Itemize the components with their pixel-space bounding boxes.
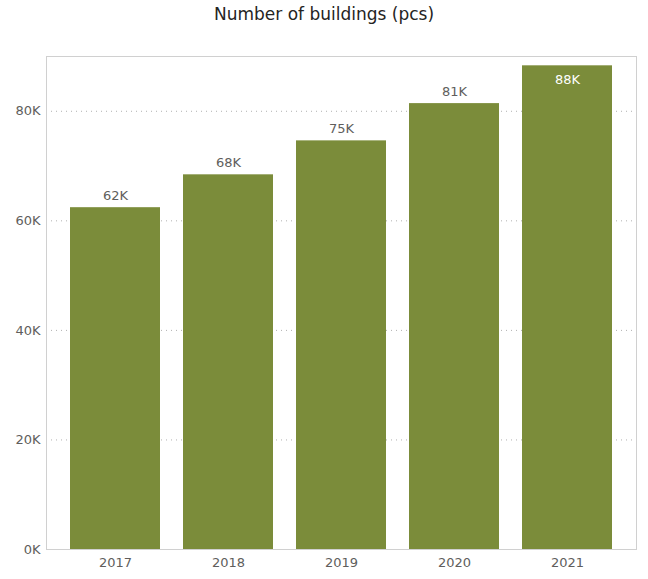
svg-text:2021: 2021 [551, 555, 584, 570]
svg-text:62K: 62K [103, 188, 129, 203]
svg-text:80K: 80K [15, 103, 41, 118]
svg-text:2020: 2020 [438, 555, 471, 570]
svg-text:40K: 40K [15, 323, 41, 338]
svg-text:88K: 88K [555, 72, 581, 87]
svg-text:75K: 75K [329, 121, 355, 136]
html-text:Number of buildings (pcs): Number of buildings (pcs) [213, 4, 434, 24]
svg-text:2017: 2017 [99, 555, 132, 570]
svg-text:2018: 2018 [212, 555, 245, 570]
svg-text:0K: 0K [24, 542, 41, 557]
svg-text:60K: 60K [15, 213, 41, 228]
svg-text:81K: 81K [442, 84, 468, 99]
svg-text:20K: 20K [15, 432, 41, 447]
svg-text:68K: 68K [216, 155, 242, 170]
svg-text:2019: 2019 [325, 555, 358, 570]
